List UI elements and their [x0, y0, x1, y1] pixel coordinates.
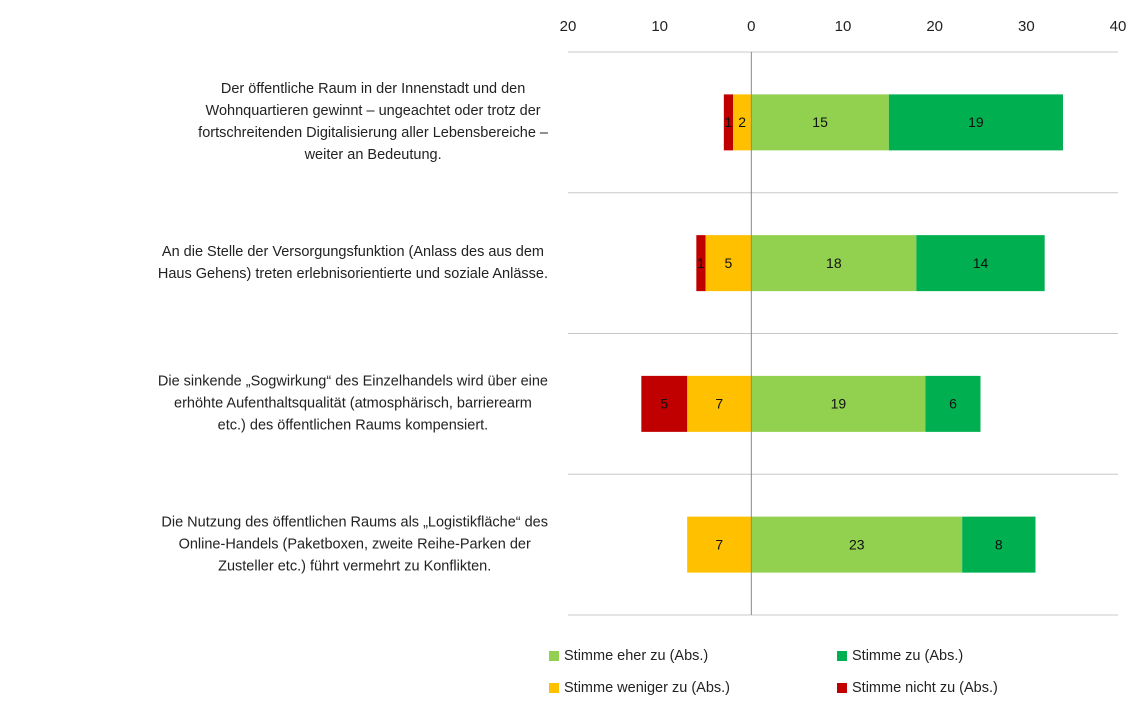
legend-swatch [549, 651, 559, 661]
x-tick-label: 10 [651, 18, 668, 35]
bar [705, 235, 752, 292]
value-label: 14 [973, 255, 989, 271]
legend-label: Stimme zu (Abs.) [852, 648, 963, 664]
category-label: An die Stelle der Versorgungsfunktion (A… [162, 244, 544, 260]
bar [751, 94, 889, 151]
value-label: 2 [738, 114, 746, 130]
x-tick-label: 0 [747, 18, 755, 35]
bar [733, 94, 752, 151]
category-label: Haus Gehens) treten erlebnisorientierte … [158, 266, 548, 282]
value-label: 19 [831, 396, 847, 412]
category-label: erhöhte Aufenthaltsqualität (atmosphäris… [174, 396, 532, 412]
bar [751, 375, 926, 432]
bar [696, 235, 706, 292]
bar [751, 516, 963, 573]
value-label: 19 [968, 114, 984, 130]
category-label: Die sinkende „Sogwirkung“ des Einzelhand… [158, 374, 548, 390]
category-label: Zusteller etc.) führt vermehrt zu Konfli… [218, 558, 491, 574]
bar [687, 375, 752, 432]
category-label: Die Nutzung des öffentlichen Raums als „… [161, 514, 548, 530]
bar [751, 235, 917, 292]
bar [916, 235, 1045, 292]
legend-label: Stimme weniger zu (Abs.) [564, 680, 730, 696]
x-tick-label: 30 [1018, 18, 1035, 35]
category-label: Online-Handels (Paketboxen, zweite Reihe… [179, 536, 531, 552]
category-label: etc.) des öffentlichen Raums kompensiert… [218, 418, 489, 434]
value-label: 5 [660, 396, 668, 412]
value-label: 18 [826, 255, 842, 271]
x-tick-label: 20 [560, 18, 577, 35]
value-label: 7 [715, 536, 723, 552]
value-label: 1 [725, 114, 733, 130]
x-tick-label: 40 [1110, 18, 1127, 35]
value-label: 7 [715, 396, 723, 412]
bar [687, 516, 752, 573]
bar [888, 94, 1063, 151]
legend-swatch [837, 683, 847, 693]
category-label: fortschreitenden Digitalisierung aller L… [198, 125, 549, 141]
legend-swatch [837, 651, 847, 661]
value-label: 8 [995, 536, 1003, 552]
legend-label: Stimme nicht zu (Abs.) [852, 680, 998, 696]
x-tick-label: 10 [835, 18, 852, 35]
value-label: 5 [725, 255, 733, 271]
legend-label: Stimme eher zu (Abs.) [564, 648, 708, 664]
value-label: 1 [697, 255, 705, 271]
category-label: Wohnquartieren gewinnt – ungeachtet oder… [206, 103, 541, 119]
category-label: Der öffentliche Raum in der Innenstadt u… [221, 81, 525, 97]
x-tick-label: 20 [926, 18, 943, 35]
bar [962, 516, 1036, 573]
bar [723, 94, 733, 151]
value-label: 23 [849, 536, 865, 552]
bar [641, 375, 688, 432]
value-label: 15 [812, 114, 828, 130]
category-label: weiter an Bedeutung. [304, 147, 442, 163]
bar [925, 375, 981, 432]
legend-swatch [549, 683, 559, 693]
value-label: 6 [949, 396, 957, 412]
